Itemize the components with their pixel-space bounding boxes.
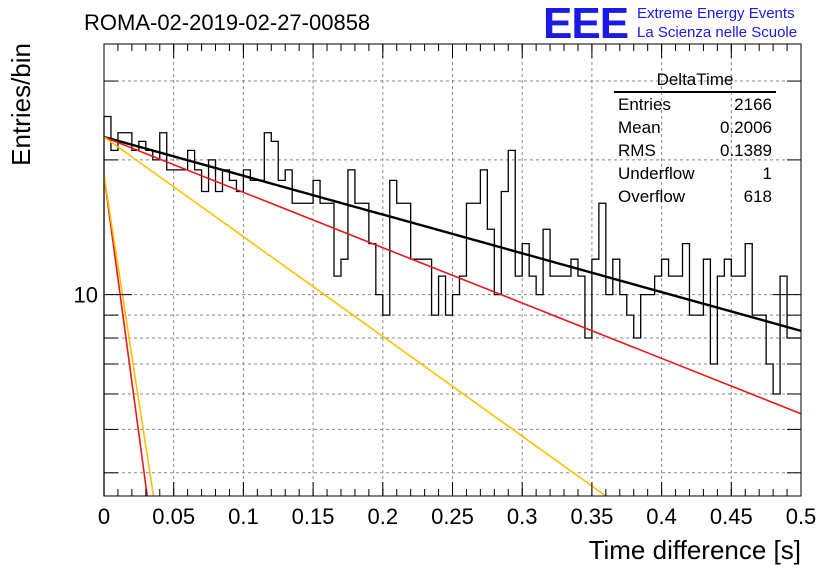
x-tick-label: 0.45 bbox=[710, 504, 753, 529]
fit-line bbox=[103, 174, 149, 497]
x-tick-label: 0.4 bbox=[646, 504, 677, 529]
stats-value: 0.1389 bbox=[720, 141, 772, 160]
logo-line-1: Extreme Energy Events bbox=[637, 5, 795, 22]
stats-label: Mean bbox=[618, 118, 661, 137]
x-tick-label: 0.3 bbox=[507, 504, 538, 529]
stats-value: 0.2006 bbox=[720, 118, 772, 137]
histogram bbox=[103, 115, 801, 496]
y-axis-label: Entries/bin bbox=[6, 43, 36, 166]
stats-value: 2166 bbox=[734, 95, 772, 114]
fit-line bbox=[103, 136, 607, 497]
stats-label: Overflow bbox=[618, 187, 686, 206]
eee-logo: EEE bbox=[543, 0, 629, 48]
x-axis-label: Time difference [s] bbox=[589, 535, 801, 565]
stats-box: DeltaTime Entries 2166 Mean 0.2006 RMS 0… bbox=[614, 70, 776, 208]
stats-value: 1 bbox=[762, 164, 772, 183]
fit-line bbox=[103, 135, 802, 333]
x-tick-label: 0.05 bbox=[152, 504, 195, 529]
x-tick-label: 0.35 bbox=[570, 504, 613, 529]
x-tick-label: 0.1 bbox=[228, 504, 259, 529]
logo-caption: Extreme Energy Events La Scienza nelle S… bbox=[637, 4, 797, 42]
stats-row-rms: RMS 0.1389 bbox=[614, 139, 776, 162]
grid bbox=[104, 44, 801, 496]
stats-value: 618 bbox=[743, 187, 772, 206]
histogram-steps bbox=[103, 115, 801, 496]
x-tick-label: 0 bbox=[98, 504, 110, 529]
x-tick-label: 0.15 bbox=[292, 504, 335, 529]
stats-row-overflow: Overflow 618 bbox=[614, 185, 776, 208]
stats-row-mean: Mean 0.2006 bbox=[614, 116, 776, 139]
stats-title: DeltaTime bbox=[614, 70, 776, 93]
stats-label: RMS bbox=[618, 141, 656, 160]
y-tick-labels: 10 bbox=[74, 283, 98, 308]
x-tick-label: 0.5 bbox=[786, 504, 817, 529]
x-tick-label: 0.2 bbox=[368, 504, 399, 529]
y-tick-label: 10 bbox=[74, 283, 98, 308]
logo-line-2: La Scienza nelle Scuole bbox=[637, 24, 798, 41]
chart-title: ROMA-02-2019-02-27-00858 bbox=[84, 10, 371, 35]
fit-line bbox=[103, 174, 155, 497]
stats-label: Entries bbox=[618, 95, 671, 114]
stats-label: Underflow bbox=[618, 164, 695, 183]
stats-row-underflow: Underflow 1 bbox=[614, 162, 776, 185]
axis-ticks bbox=[103, 44, 802, 496]
x-tick-label: 0.25 bbox=[431, 504, 474, 529]
fit-lines bbox=[103, 135, 802, 497]
stats-row-entries: Entries 2166 bbox=[614, 93, 776, 116]
x-tick-labels: 0 0.05 0.1 0.15 0.2 0.25 0.3 0.35 0.4 0.45 0.5 bbox=[98, 504, 816, 529]
fit-line bbox=[103, 136, 802, 415]
